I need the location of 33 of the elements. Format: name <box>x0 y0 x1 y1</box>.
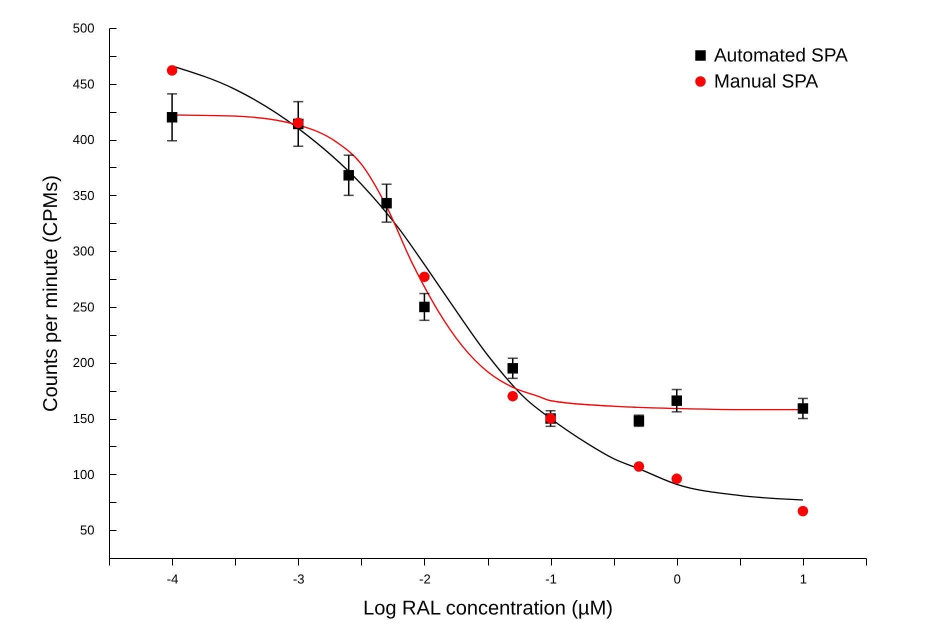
x-tick-label: 0 <box>674 572 681 586</box>
legend-label: Automated SPA <box>714 46 848 66</box>
point <box>507 390 518 402</box>
y-tick-label: 350 <box>72 188 94 203</box>
point <box>343 170 354 181</box>
y-tick-label: 500 <box>72 20 94 36</box>
y-tick-label: 50 <box>80 522 94 538</box>
point <box>419 272 430 282</box>
y-axis-title: Counts per minute (CPMs) <box>40 175 62 412</box>
y-tick-label: 250 <box>72 299 94 314</box>
y-tick-label: 400 <box>72 132 94 148</box>
point <box>634 461 644 472</box>
x-tick-label: 1 <box>800 572 808 586</box>
point <box>419 302 430 312</box>
x-tick-label: -4 <box>166 572 178 586</box>
x-axis-title: Log RAL concentration (µM) <box>363 598 613 620</box>
point <box>507 363 518 374</box>
point <box>672 395 682 406</box>
point <box>672 474 682 484</box>
point <box>798 506 808 516</box>
x-tick-label: -1 <box>545 572 557 586</box>
y-tick-label: 200 <box>72 355 94 370</box>
point <box>166 112 178 123</box>
point <box>166 65 178 76</box>
y-tick-label: 150 <box>72 411 94 426</box>
point <box>798 403 808 414</box>
y-tick-label: 300 <box>72 244 94 259</box>
x-tick-label: -3 <box>292 572 305 586</box>
x-tick-label: -2 <box>419 572 431 586</box>
legend-label: Manual SPA <box>714 72 819 92</box>
point <box>381 198 392 208</box>
y-tick-label: 100 <box>72 466 94 482</box>
y-tick-label: 450 <box>72 76 94 92</box>
